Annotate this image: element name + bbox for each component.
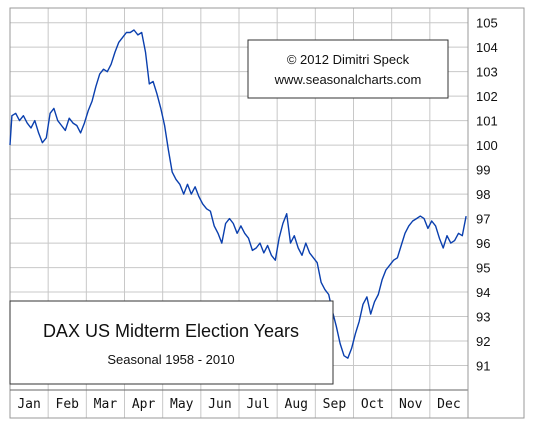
copyright-box-frame: [247, 39, 449, 99]
y-tick-label: 102: [476, 89, 498, 104]
y-tick-label: 105: [476, 16, 498, 31]
y-tick-label: 96: [476, 236, 490, 251]
chart-frame: [9, 7, 525, 419]
x-tick-label: Oct: [361, 397, 384, 412]
y-tick-label: 100: [476, 138, 498, 153]
x-tick-label: Jul: [246, 397, 269, 412]
y-tick-label: 104: [476, 40, 498, 55]
x-tick-label: Aug: [285, 397, 308, 412]
x-tick-label: Jan: [17, 397, 40, 412]
x-tick-label: Apr: [132, 397, 156, 412]
y-tick-label: 98: [476, 187, 490, 202]
y-tick-label: 95: [476, 261, 490, 276]
y-tick-label: 103: [476, 65, 498, 80]
series-layer: [9, 29, 467, 359]
y-tick-label: 99: [476, 163, 490, 178]
x-tick-label: Feb: [56, 397, 80, 412]
x-tick-label: Mar: [94, 397, 118, 412]
y-tick-label: 93: [476, 310, 490, 325]
series-line: [9, 29, 467, 359]
x-tick-label: May: [170, 397, 194, 412]
y-axis-panel-border: [467, 7, 525, 419]
y-tick-label: 91: [476, 359, 490, 374]
y-axis: 91 92 93 94 95 96 97 98 99 100 101 102 103 104 105: [476, 16, 498, 374]
y-tick-label: 97: [476, 212, 490, 227]
copyright-line: © 2012 Dimitri Speck: [287, 52, 410, 67]
website-line: www.seasonalcharts.com: [274, 72, 422, 87]
chart-subtitle: Seasonal 1958 - 2010: [107, 352, 234, 367]
title-box-frame: [9, 300, 334, 385]
title-box: DAX US Midterm Election Years Seasonal 1…: [9, 300, 334, 385]
y-tick-label: 101: [476, 114, 498, 129]
copyright-box: © 2012 Dimitri Speck www.seasonalcharts.…: [247, 39, 449, 99]
x-axis: Jan Feb Mar Apr May Jun Jul Aug Sep Oct Nov Dec: [17, 397, 460, 412]
chart-title: DAX US Midterm Election Years: [43, 321, 299, 341]
x-tick-label: Dec: [437, 397, 460, 412]
x-tick-label: Jun: [208, 397, 231, 412]
x-tick-label: Nov: [399, 397, 423, 412]
x-tick-label: Sep: [323, 397, 347, 412]
y-tick-label: 94: [476, 285, 490, 300]
y-tick-label: 92: [476, 334, 490, 349]
